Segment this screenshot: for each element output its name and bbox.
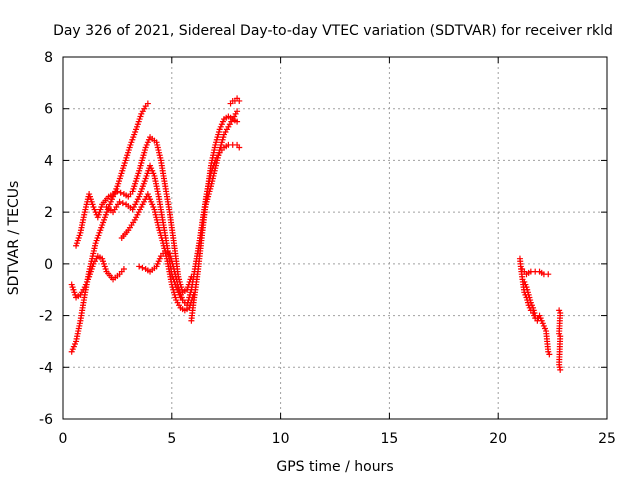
tick-labels: 0 5 10 15 20 25 -6 -4 -2 0 2 4 6 8	[39, 50, 616, 447]
data-point	[117, 189, 124, 196]
data-points	[68, 95, 564, 373]
y-axis-label: SDTVAR / TECUs	[6, 181, 22, 296]
y-tick-label: 8	[44, 50, 53, 66]
x-tick-label: 15	[380, 431, 398, 447]
data-point	[116, 198, 123, 205]
series-arc-6	[136, 108, 241, 309]
y-tick-label: -4	[39, 360, 53, 376]
plot-frame	[62, 56, 608, 420]
x-tick-label: 5	[167, 431, 176, 447]
data-point	[234, 108, 241, 115]
data-point	[119, 200, 126, 207]
data-point	[120, 266, 127, 273]
y-tick-label: 6	[44, 102, 53, 118]
data-point	[557, 366, 564, 373]
data-point	[136, 263, 143, 270]
y-tick-label: 0	[44, 257, 53, 273]
series-arc-12	[521, 278, 541, 322]
data-point	[236, 97, 243, 104]
data-point	[234, 118, 241, 125]
series-arc-9	[227, 95, 243, 107]
data-point	[144, 100, 151, 107]
data-point	[546, 351, 553, 358]
y-tick-label: 2	[44, 205, 53, 221]
data-point	[534, 315, 541, 322]
y-tick-label: 4	[44, 153, 53, 169]
x-tick-label: 20	[489, 431, 507, 447]
y-tick-label: -6	[39, 412, 53, 428]
x-tick-label: 10	[272, 431, 290, 447]
series-arc-3	[73, 134, 195, 296]
x-tick-label: 0	[59, 431, 68, 447]
series-arc-11	[519, 266, 552, 278]
x-axis-label: GPS time / hours	[276, 459, 393, 475]
data-point	[114, 188, 121, 195]
data-point	[545, 271, 552, 278]
data-point	[236, 144, 243, 151]
chart-title: Day 326 of 2021, Sidereal Day-to-day VTE…	[53, 23, 613, 39]
x-tick-label: 25	[598, 431, 616, 447]
data-point	[139, 264, 146, 271]
y-tick-label: -2	[39, 309, 53, 325]
series-arc-2	[68, 253, 127, 301]
series-arc-13	[556, 307, 564, 373]
series-arc-8	[194, 141, 243, 257]
